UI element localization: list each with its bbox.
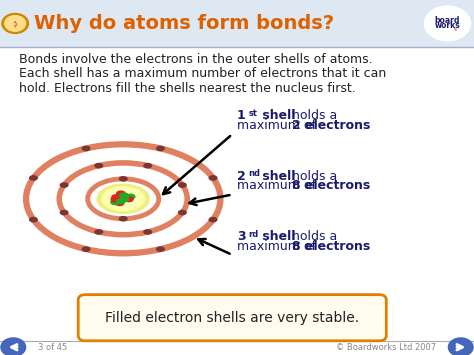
- Text: © Boardworks Ltd 2007: © Boardworks Ltd 2007: [336, 343, 436, 352]
- FancyBboxPatch shape: [78, 295, 386, 341]
- Text: holds a: holds a: [288, 109, 337, 122]
- Ellipse shape: [117, 199, 125, 204]
- Ellipse shape: [119, 177, 127, 181]
- Ellipse shape: [120, 193, 129, 198]
- Text: Filled electron shells are very stable.: Filled electron shells are very stable.: [105, 311, 359, 325]
- Text: 8 electrons: 8 electrons: [292, 179, 370, 192]
- Ellipse shape: [111, 197, 119, 202]
- Ellipse shape: [125, 197, 133, 202]
- Text: maximum of: maximum of: [237, 119, 320, 132]
- Text: nd: nd: [248, 169, 260, 178]
- Circle shape: [2, 13, 28, 33]
- Text: Each shell has a maximum number of electrons that it can
hold. Electrons fill th: Each shell has a maximum number of elect…: [19, 67, 386, 95]
- Ellipse shape: [118, 196, 127, 201]
- Ellipse shape: [144, 230, 152, 234]
- Ellipse shape: [95, 230, 102, 234]
- Ellipse shape: [119, 217, 127, 221]
- Ellipse shape: [97, 184, 149, 213]
- Ellipse shape: [120, 194, 128, 198]
- Ellipse shape: [118, 196, 127, 201]
- Ellipse shape: [30, 176, 37, 180]
- Text: :): :): [13, 20, 18, 27]
- Ellipse shape: [120, 193, 128, 198]
- Ellipse shape: [30, 218, 37, 222]
- Text: maximum of: maximum of: [237, 179, 320, 192]
- Ellipse shape: [209, 218, 217, 222]
- Ellipse shape: [179, 183, 186, 187]
- Text: 2: 2: [237, 170, 246, 183]
- Text: holds a: holds a: [288, 170, 337, 183]
- Text: board: board: [435, 16, 460, 25]
- Ellipse shape: [179, 211, 186, 215]
- Circle shape: [448, 338, 473, 355]
- Ellipse shape: [156, 247, 164, 251]
- Ellipse shape: [156, 146, 164, 151]
- Text: 8 electrons: 8 electrons: [292, 240, 370, 253]
- Ellipse shape: [60, 211, 68, 215]
- Text: shell: shell: [258, 170, 295, 183]
- Text: rd: rd: [248, 230, 259, 239]
- Text: works: works: [435, 21, 460, 30]
- Ellipse shape: [82, 247, 90, 251]
- Text: shell: shell: [258, 230, 295, 243]
- Circle shape: [1, 338, 26, 355]
- Text: 3: 3: [237, 230, 246, 243]
- Text: maximum of: maximum of: [237, 240, 320, 253]
- Ellipse shape: [112, 195, 120, 200]
- Ellipse shape: [115, 201, 124, 206]
- Ellipse shape: [111, 200, 119, 204]
- Ellipse shape: [144, 164, 152, 168]
- Ellipse shape: [118, 193, 127, 198]
- Text: holds a: holds a: [288, 230, 337, 243]
- Ellipse shape: [60, 183, 68, 187]
- Circle shape: [5, 16, 26, 31]
- Text: 3 of 45: 3 of 45: [38, 343, 67, 352]
- Text: shell: shell: [258, 109, 295, 122]
- Ellipse shape: [120, 197, 129, 202]
- Text: st: st: [248, 109, 257, 118]
- FancyBboxPatch shape: [0, 0, 474, 47]
- Ellipse shape: [102, 187, 145, 211]
- Ellipse shape: [105, 189, 141, 209]
- Text: Why do atoms form bonds?: Why do atoms form bonds?: [34, 14, 334, 33]
- Ellipse shape: [82, 146, 90, 151]
- Ellipse shape: [117, 191, 125, 196]
- Ellipse shape: [209, 176, 217, 180]
- Ellipse shape: [95, 164, 102, 168]
- Text: s: s: [454, 27, 456, 32]
- Ellipse shape: [119, 196, 128, 201]
- Text: Bonds involve the electrons in the outer shells of atoms.: Bonds involve the electrons in the outer…: [19, 53, 373, 66]
- Text: 2 electrons: 2 electrons: [292, 119, 370, 132]
- Circle shape: [425, 6, 470, 40]
- Ellipse shape: [127, 194, 135, 199]
- Text: 1: 1: [237, 109, 246, 122]
